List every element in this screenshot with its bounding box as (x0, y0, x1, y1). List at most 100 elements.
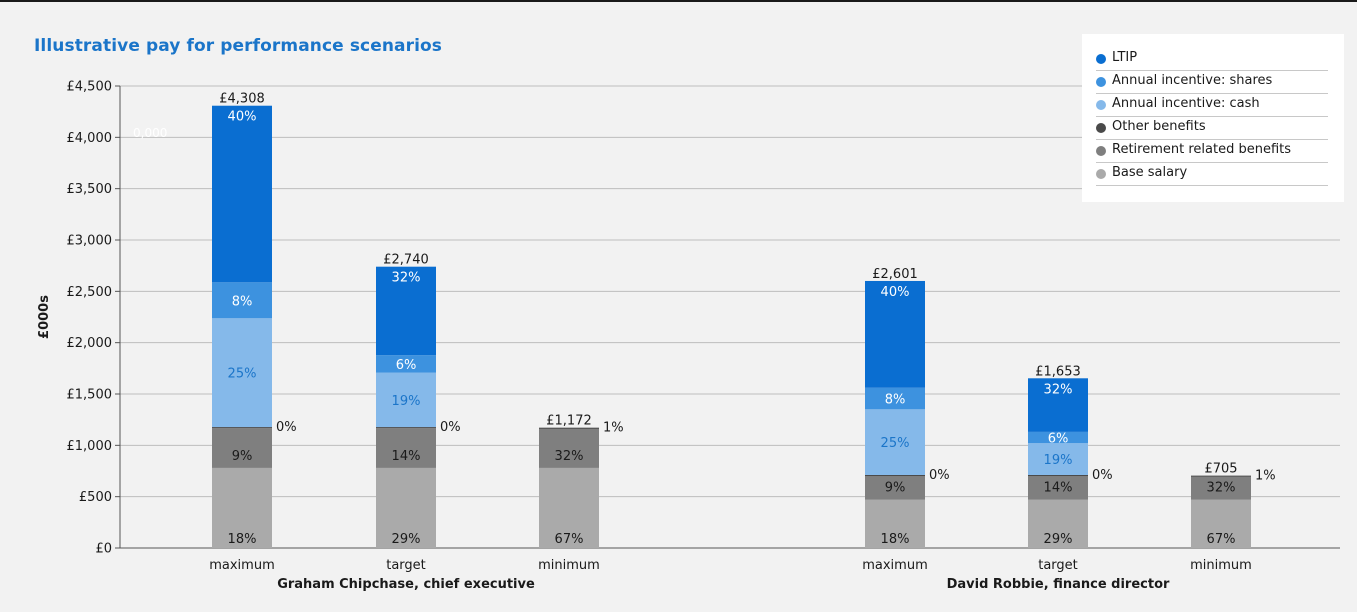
x-tick-label: maximum (209, 558, 275, 573)
legend-marker-icon (1096, 169, 1106, 179)
bar-segment-annual-incentive-shares (865, 387, 925, 410)
x-tick-label: minimum (1190, 558, 1252, 573)
bar-segment-retirement-related-benefits (1028, 475, 1088, 500)
bar-segment-ltip (865, 280, 925, 388)
segment-label: 0% (1092, 468, 1113, 483)
y-tick-label: £3,500 (67, 182, 113, 197)
top-rule (0, 0, 1357, 2)
bar-segment-annual-incentive-shares (212, 282, 272, 319)
y-tick-label: £2,500 (67, 285, 113, 300)
bar-total-label: £1,653 (1035, 364, 1081, 379)
segment-label: 25% (228, 367, 257, 382)
bar-segment-base-salary (865, 499, 925, 548)
bar-segment-other-benefits (376, 427, 436, 429)
legend: LTIP Annual incentive: shares Annual incen… (1082, 34, 1344, 202)
y-tick-label: £1,000 (67, 439, 113, 454)
watermark-text: 0,000 (133, 126, 167, 140)
bar-segment-other-benefits (1191, 475, 1251, 477)
legend-label: Annual incentive: cash (1112, 96, 1260, 111)
segment-label: 14% (392, 449, 421, 464)
segment-label: 32% (392, 271, 421, 286)
segment-label: 0% (440, 420, 461, 435)
segment-label: 9% (232, 449, 253, 464)
bar-segment-other-benefits (212, 427, 272, 429)
segment-label: 67% (555, 532, 584, 547)
bar-segment-retirement-related-benefits (212, 428, 272, 468)
legend-marker-icon (1096, 146, 1106, 156)
y-tick-label: £2,000 (67, 336, 113, 351)
bar-segment-annual-incentive-cash (376, 372, 436, 428)
x-tick-label: maximum (862, 558, 928, 573)
legend-item: Retirement related benefits (1096, 140, 1328, 163)
legend-label: LTIP (1112, 50, 1138, 65)
bar-segment-annual-incentive-cash (865, 409, 925, 476)
bar-segment-retirement-related-benefits (865, 475, 925, 500)
legend-label: Base salary (1112, 165, 1188, 180)
segment-label: 40% (881, 285, 910, 300)
bar-total-label: £4,308 (219, 92, 265, 107)
bar-segment-ltip (212, 105, 272, 283)
bar-segment-other-benefits (1028, 475, 1088, 477)
bar-total-label: £2,740 (383, 253, 429, 268)
legend-label: Annual incentive: shares (1112, 73, 1273, 88)
segment-label: 18% (881, 532, 910, 547)
chart-title: Illustrative pay for performance scenari… (34, 36, 443, 56)
segment-label: 32% (1207, 481, 1236, 496)
bar-segment-annual-incentive-shares (376, 355, 436, 373)
group-label: Graham Chipchase, chief executive (277, 577, 535, 592)
segment-label: 19% (1044, 453, 1073, 468)
bar-segment-base-salary (376, 467, 436, 548)
segment-label: 29% (392, 532, 421, 547)
segment-label: 32% (1044, 382, 1073, 397)
bar-segment-annual-incentive-cash (212, 318, 272, 428)
segment-label: 67% (1207, 532, 1236, 547)
bar-segment-other-benefits (865, 475, 925, 477)
group-label: David Robbie, finance director (947, 577, 1170, 592)
legend-item: Base salary (1096, 163, 1328, 186)
segment-label: 0% (929, 468, 950, 483)
bar-segment-retirement-related-benefits (376, 428, 436, 468)
bar-segment-ltip (376, 266, 436, 356)
legend-label: Other benefits (1112, 119, 1206, 134)
bar-segment-annual-incentive-shares (1028, 431, 1088, 444)
legend-marker-icon (1096, 54, 1106, 64)
bar-segment-retirement-related-benefits (1191, 476, 1251, 500)
legend-label: Retirement related benefits (1112, 142, 1292, 157)
bar-total-label: £1,172 (546, 414, 592, 429)
segment-label: 29% (1044, 532, 1073, 547)
y-tick-label: £4,000 (67, 131, 113, 146)
segment-label: 6% (396, 358, 417, 373)
bar-segment-base-salary (1028, 499, 1088, 548)
bar-total-label: £705 (1204, 462, 1237, 477)
legend-marker-icon (1096, 123, 1106, 133)
legend-marker-icon (1096, 100, 1106, 110)
y-tick-label: £1,500 (67, 388, 113, 403)
segment-label: 40% (228, 110, 257, 125)
bar-segment-annual-incentive-cash (1028, 443, 1088, 476)
y-axis-label: £000s (37, 295, 52, 339)
segment-label: 6% (1048, 432, 1069, 447)
segment-label: 25% (881, 436, 910, 451)
segment-label: 0% (276, 420, 297, 435)
x-tick-label: target (1038, 558, 1078, 573)
legend-item: Annual incentive: cash (1096, 94, 1328, 117)
segment-label: 32% (555, 449, 584, 464)
y-tick-label: £4,500 (67, 80, 113, 95)
legend-item: LTIP (1096, 48, 1328, 71)
bar-segment-retirement-related-benefits (539, 428, 599, 468)
segment-label: 8% (885, 393, 906, 408)
segment-label: 1% (603, 421, 624, 436)
bar-segment-base-salary (1191, 499, 1251, 548)
bar-segment-other-benefits (539, 427, 599, 429)
legend-item: Other benefits (1096, 117, 1328, 140)
y-tick-label: £3,000 (67, 234, 113, 249)
legend-marker-icon (1096, 77, 1106, 87)
bar-segment-base-salary (212, 467, 272, 548)
y-tick-label: £500 (79, 490, 112, 505)
segment-label: 14% (1044, 481, 1073, 496)
bar-total-label: £2,601 (872, 267, 918, 282)
x-tick-label: target (386, 558, 426, 573)
bar-segment-base-salary (539, 467, 599, 548)
bar-segment-ltip (1028, 378, 1088, 432)
